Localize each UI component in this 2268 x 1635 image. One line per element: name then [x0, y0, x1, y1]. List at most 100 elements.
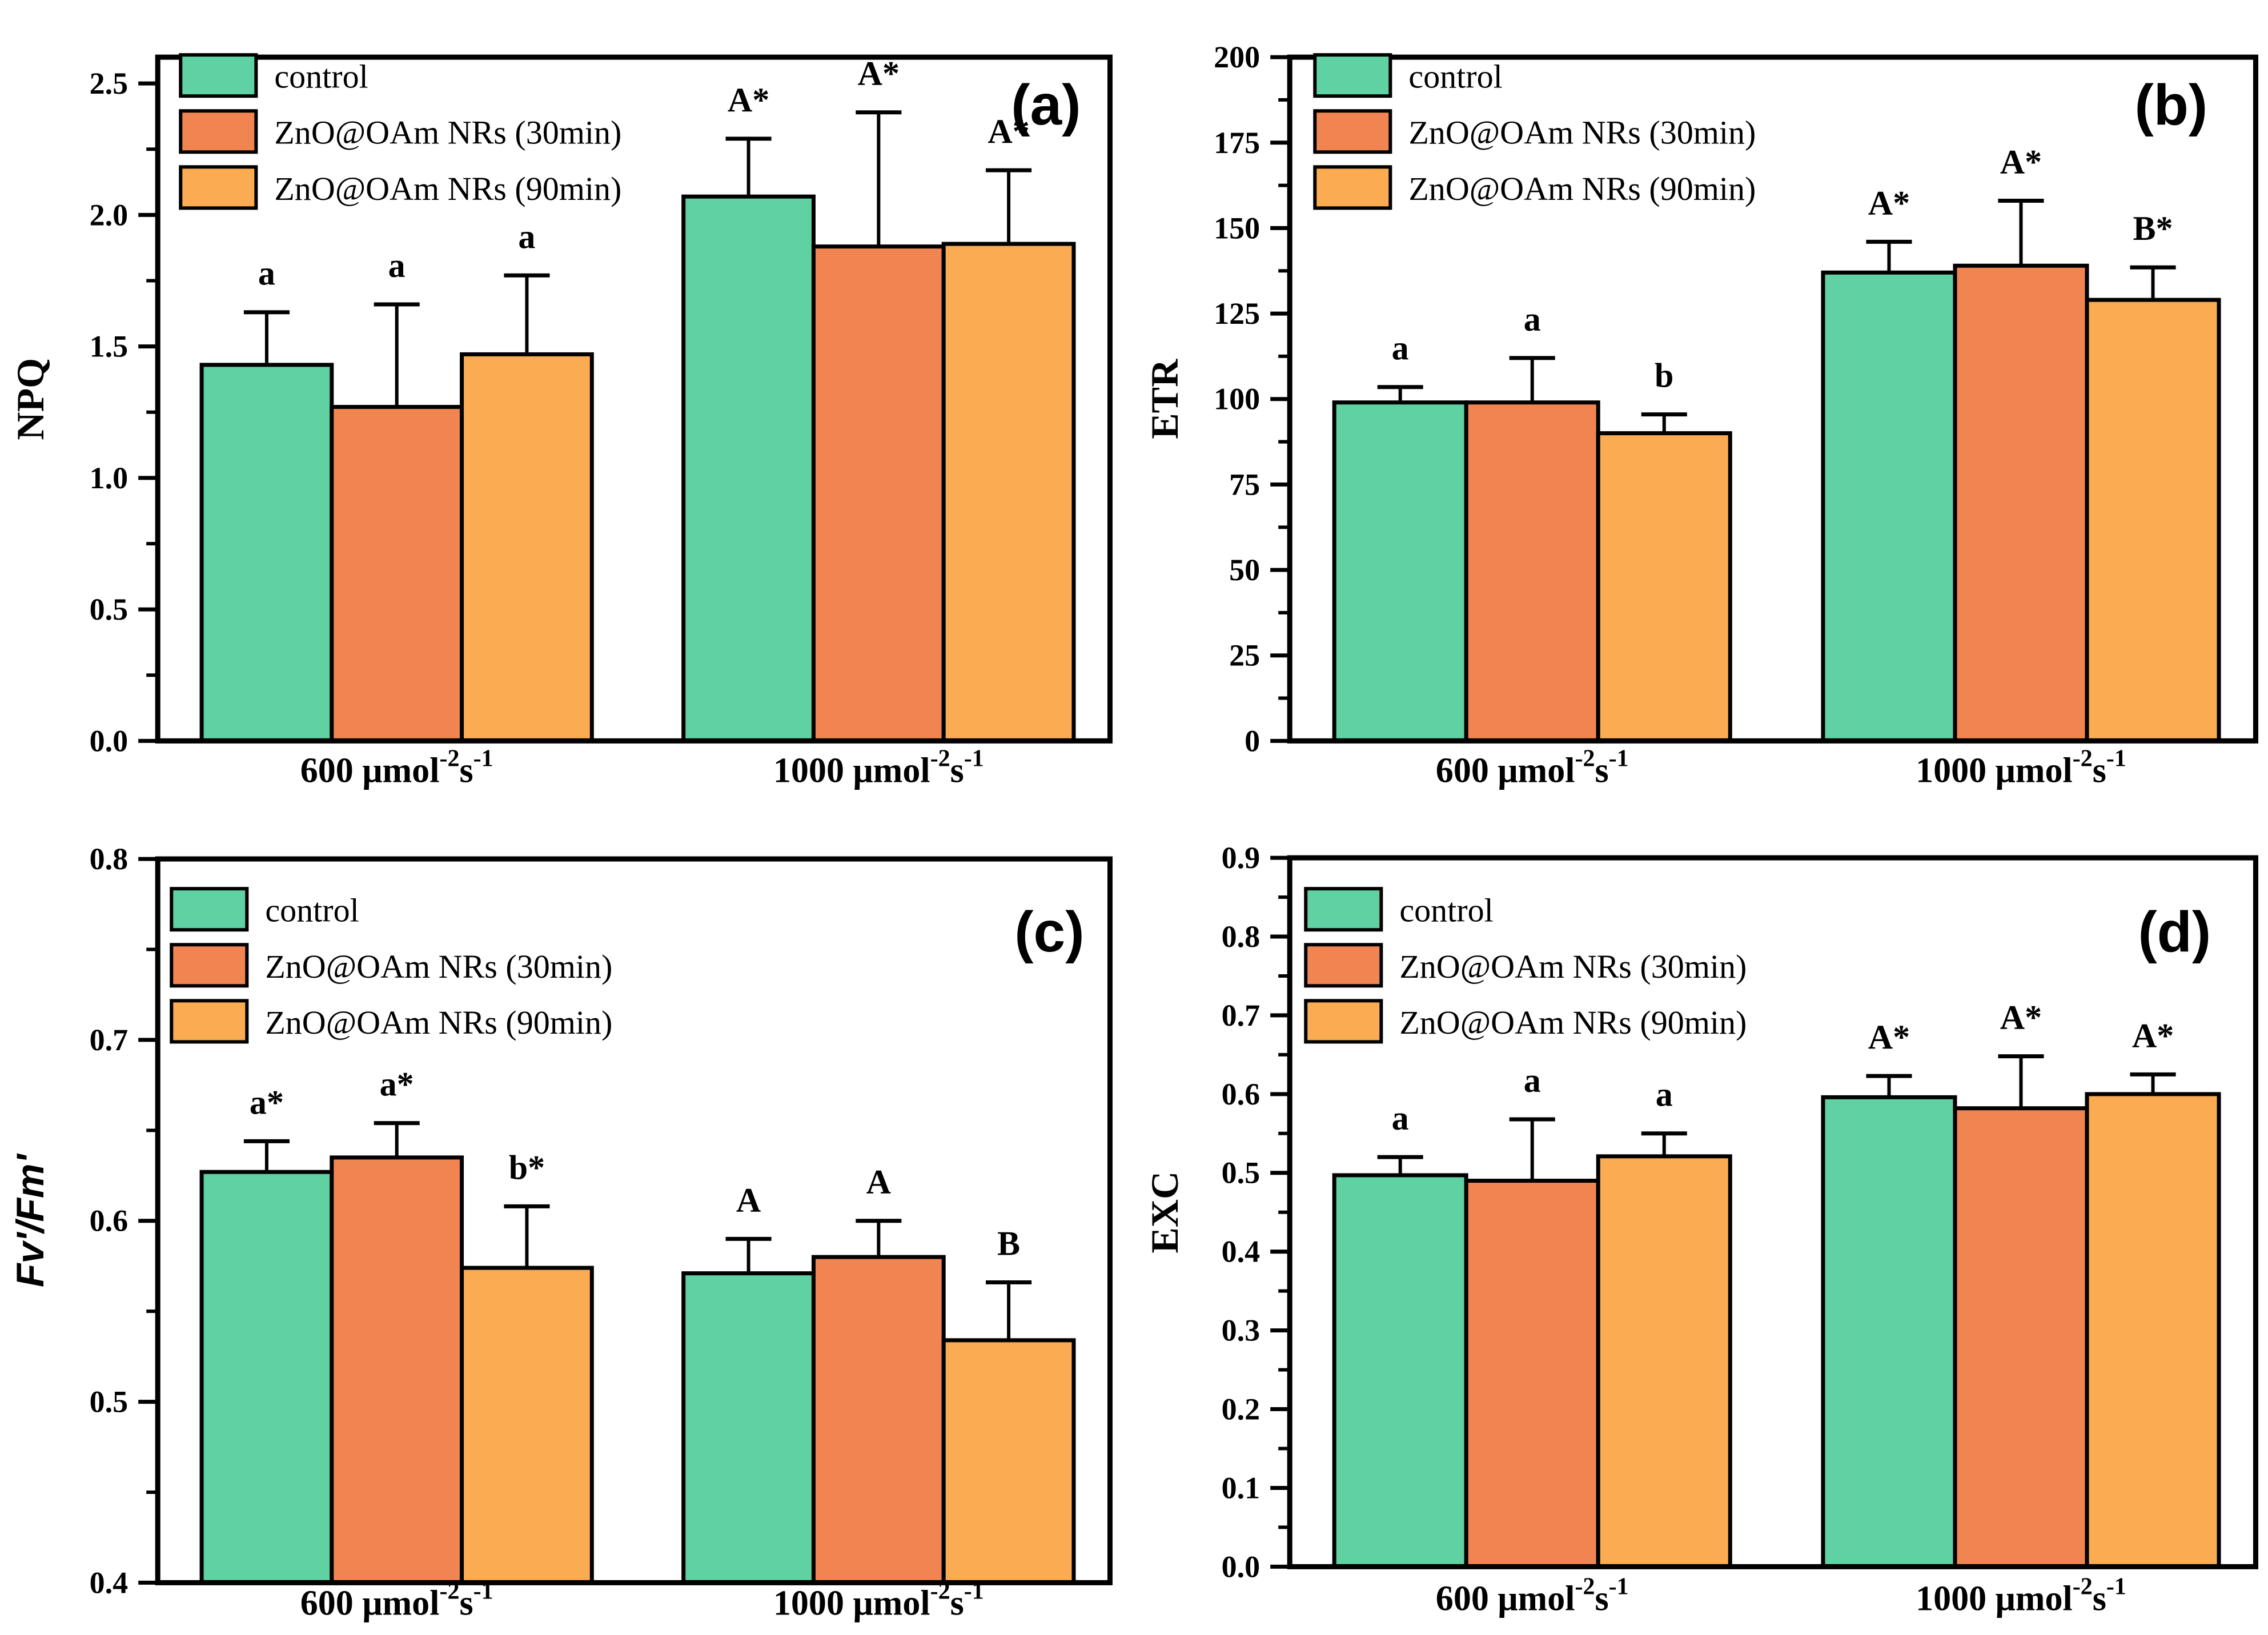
bar: [1332, 1172, 1468, 1569]
legend-label: ZnO@OAm NRs (90min): [1399, 1003, 1747, 1041]
x-category-segment: 1000 μmol: [773, 1584, 930, 1622]
x-category-label: 1000 μmol-2s-1: [773, 745, 984, 790]
legend-label: control: [274, 58, 368, 95]
sig-letter: a*: [250, 1083, 284, 1121]
legend-swatch: [179, 109, 258, 154]
x-category-segment: -1: [2106, 745, 2126, 772]
bar: [460, 352, 594, 743]
legend-label: ZnO@OAm NRs (90min): [1408, 170, 1756, 207]
bar: [2085, 1091, 2221, 1569]
bar: [330, 405, 464, 743]
panel-letter: (c): [1014, 900, 1084, 964]
y-tick-label: 0.2: [1221, 1392, 1260, 1426]
bar: [1464, 400, 1600, 743]
y-tick-label: 50: [1229, 553, 1260, 587]
sig-letter: A: [866, 1162, 891, 1200]
sig-letter: a: [388, 246, 406, 284]
x-category-segment: -1: [1608, 745, 1628, 772]
x-category-segment: s: [2092, 751, 2106, 790]
x-category-label: 600 μmol-2s-1: [300, 745, 493, 790]
legend-swatch: [1303, 886, 1383, 931]
y-tick-label: 0.4: [90, 1565, 129, 1600]
y-tick-label: 0.8: [90, 842, 129, 876]
x-category-segment: 1000 μmol: [1916, 751, 2073, 790]
bar: [1952, 263, 2089, 743]
y-axis-label: ETR: [1143, 359, 1186, 439]
legend-swatch: [1312, 53, 1392, 98]
x-category-label: 600 μmol-2s-1: [1435, 745, 1628, 790]
x-category-segment: 1000 μmol: [1916, 1579, 2073, 1618]
y-tick-label: 175: [1214, 126, 1260, 160]
y-tick-label: 0.8: [1221, 919, 1260, 953]
x-category-segment: 600 μmol: [300, 1584, 440, 1622]
y-tick-label: 125: [1214, 296, 1260, 331]
x-category-segment: s: [1595, 1579, 1608, 1618]
legend-label: ZnO@OAm NRs (30min): [1399, 947, 1747, 985]
x-category-segment: 600 μmol: [1435, 1579, 1575, 1618]
y-tick-label: 0.9: [1221, 841, 1260, 875]
x-category-segment: -2: [930, 745, 950, 772]
x-category-segment: -2: [1575, 745, 1595, 772]
x-category-segment: s: [950, 1584, 964, 1622]
bar: [460, 1266, 594, 1585]
sig-letter: A*: [1868, 1018, 1909, 1056]
panel-letter: (b): [2134, 73, 2207, 137]
bar: [1820, 1095, 1957, 1569]
legend-swatch: [170, 886, 249, 931]
x-category-segment: -1: [964, 1578, 984, 1604]
legend-label: ZnO@OAm NRs (30min): [274, 114, 621, 151]
sig-letter: a: [258, 254, 275, 292]
x-category-label: 1000 μmol-2s-1: [1916, 1573, 2126, 1618]
sig-letter: A*: [2131, 1016, 2173, 1054]
y-tick-label: 0.7: [1221, 998, 1260, 1032]
bar: [941, 242, 1076, 743]
legend-label: ZnO@OAm NRs (30min): [265, 947, 612, 985]
sig-letter: A*: [2000, 998, 2041, 1036]
y-tick-label: 0.4: [1221, 1234, 1260, 1268]
bar: [681, 1271, 816, 1585]
x-category-segment: -1: [1608, 1573, 1628, 1600]
x-category-segment: 1000 μmol: [773, 751, 930, 790]
x-category-segment: s: [459, 751, 473, 790]
sig-letter: A*: [728, 81, 769, 119]
panel-letter: (a): [1011, 73, 1081, 137]
y-tick-label: 0.7: [90, 1022, 129, 1056]
x-category-segment: -2: [930, 1578, 950, 1604]
sig-letter: b*: [509, 1148, 545, 1186]
y-tick-label: 100: [1214, 382, 1260, 416]
chart-exc: a A* a A* a A* 0.0 0.1 0.2 0.3 0.4 0.5 0.6 0.7 0.8 0.9 E…: [1134, 817, 2268, 1635]
legend-label: control: [265, 891, 359, 929]
legend-swatch: [1303, 998, 1383, 1043]
y-tick-label: 0.1: [1221, 1471, 1260, 1505]
x-category-label: 1000 μmol-2s-1: [1916, 745, 2126, 790]
plot-frame: [155, 54, 1113, 744]
y-tick-label: 0: [1245, 724, 1260, 758]
y-tick-label: 0.0: [1221, 1549, 1260, 1584]
y-tick-label: 0.5: [1221, 1155, 1260, 1190]
x-category-segment: -2: [2072, 745, 2092, 772]
x-category-segment: -2: [1575, 1573, 1595, 1600]
x-category-segment: -1: [473, 745, 493, 772]
x-category-segment: s: [2092, 1579, 2106, 1618]
bar: [199, 363, 334, 743]
y-tick-label: 0.3: [1221, 1313, 1260, 1347]
sig-letter: A*: [2000, 142, 2041, 180]
panel-d: a A* a A* a A* 0.0 0.1 0.2 0.3 0.4 0.5 0.6 0.7 0.8 0.9 E…: [1134, 817, 2268, 1635]
sig-letter: a: [1655, 1075, 1672, 1113]
legend-label: control: [1408, 58, 1502, 95]
x-category-label: 600 μmol-2s-1: [1435, 1573, 1628, 1618]
chart-fvfm: a*Aa*Ab*B0.40.50.60.70.8Fv'/Fm'600 μmol-…: [0, 817, 1134, 1635]
y-tick-label: 200: [1214, 40, 1260, 74]
legend-swatch: [1312, 109, 1392, 154]
bar: [1596, 1154, 1732, 1569]
legend-label: ZnO@OAm NRs (30min): [1408, 114, 1756, 151]
bar: [811, 244, 946, 743]
x-category-segment: s: [459, 1584, 473, 1622]
x-category-segment: -2: [439, 745, 459, 772]
x-category-label: 600 μmol-2s-1: [300, 1578, 493, 1622]
bar: [1820, 270, 1957, 743]
chart-etr: a A* a A* b B* 0 25 50 75 100 125 150 175 200 ETR 600 μm…: [1134, 0, 2268, 818]
y-tick-label: 2.5: [90, 66, 129, 101]
